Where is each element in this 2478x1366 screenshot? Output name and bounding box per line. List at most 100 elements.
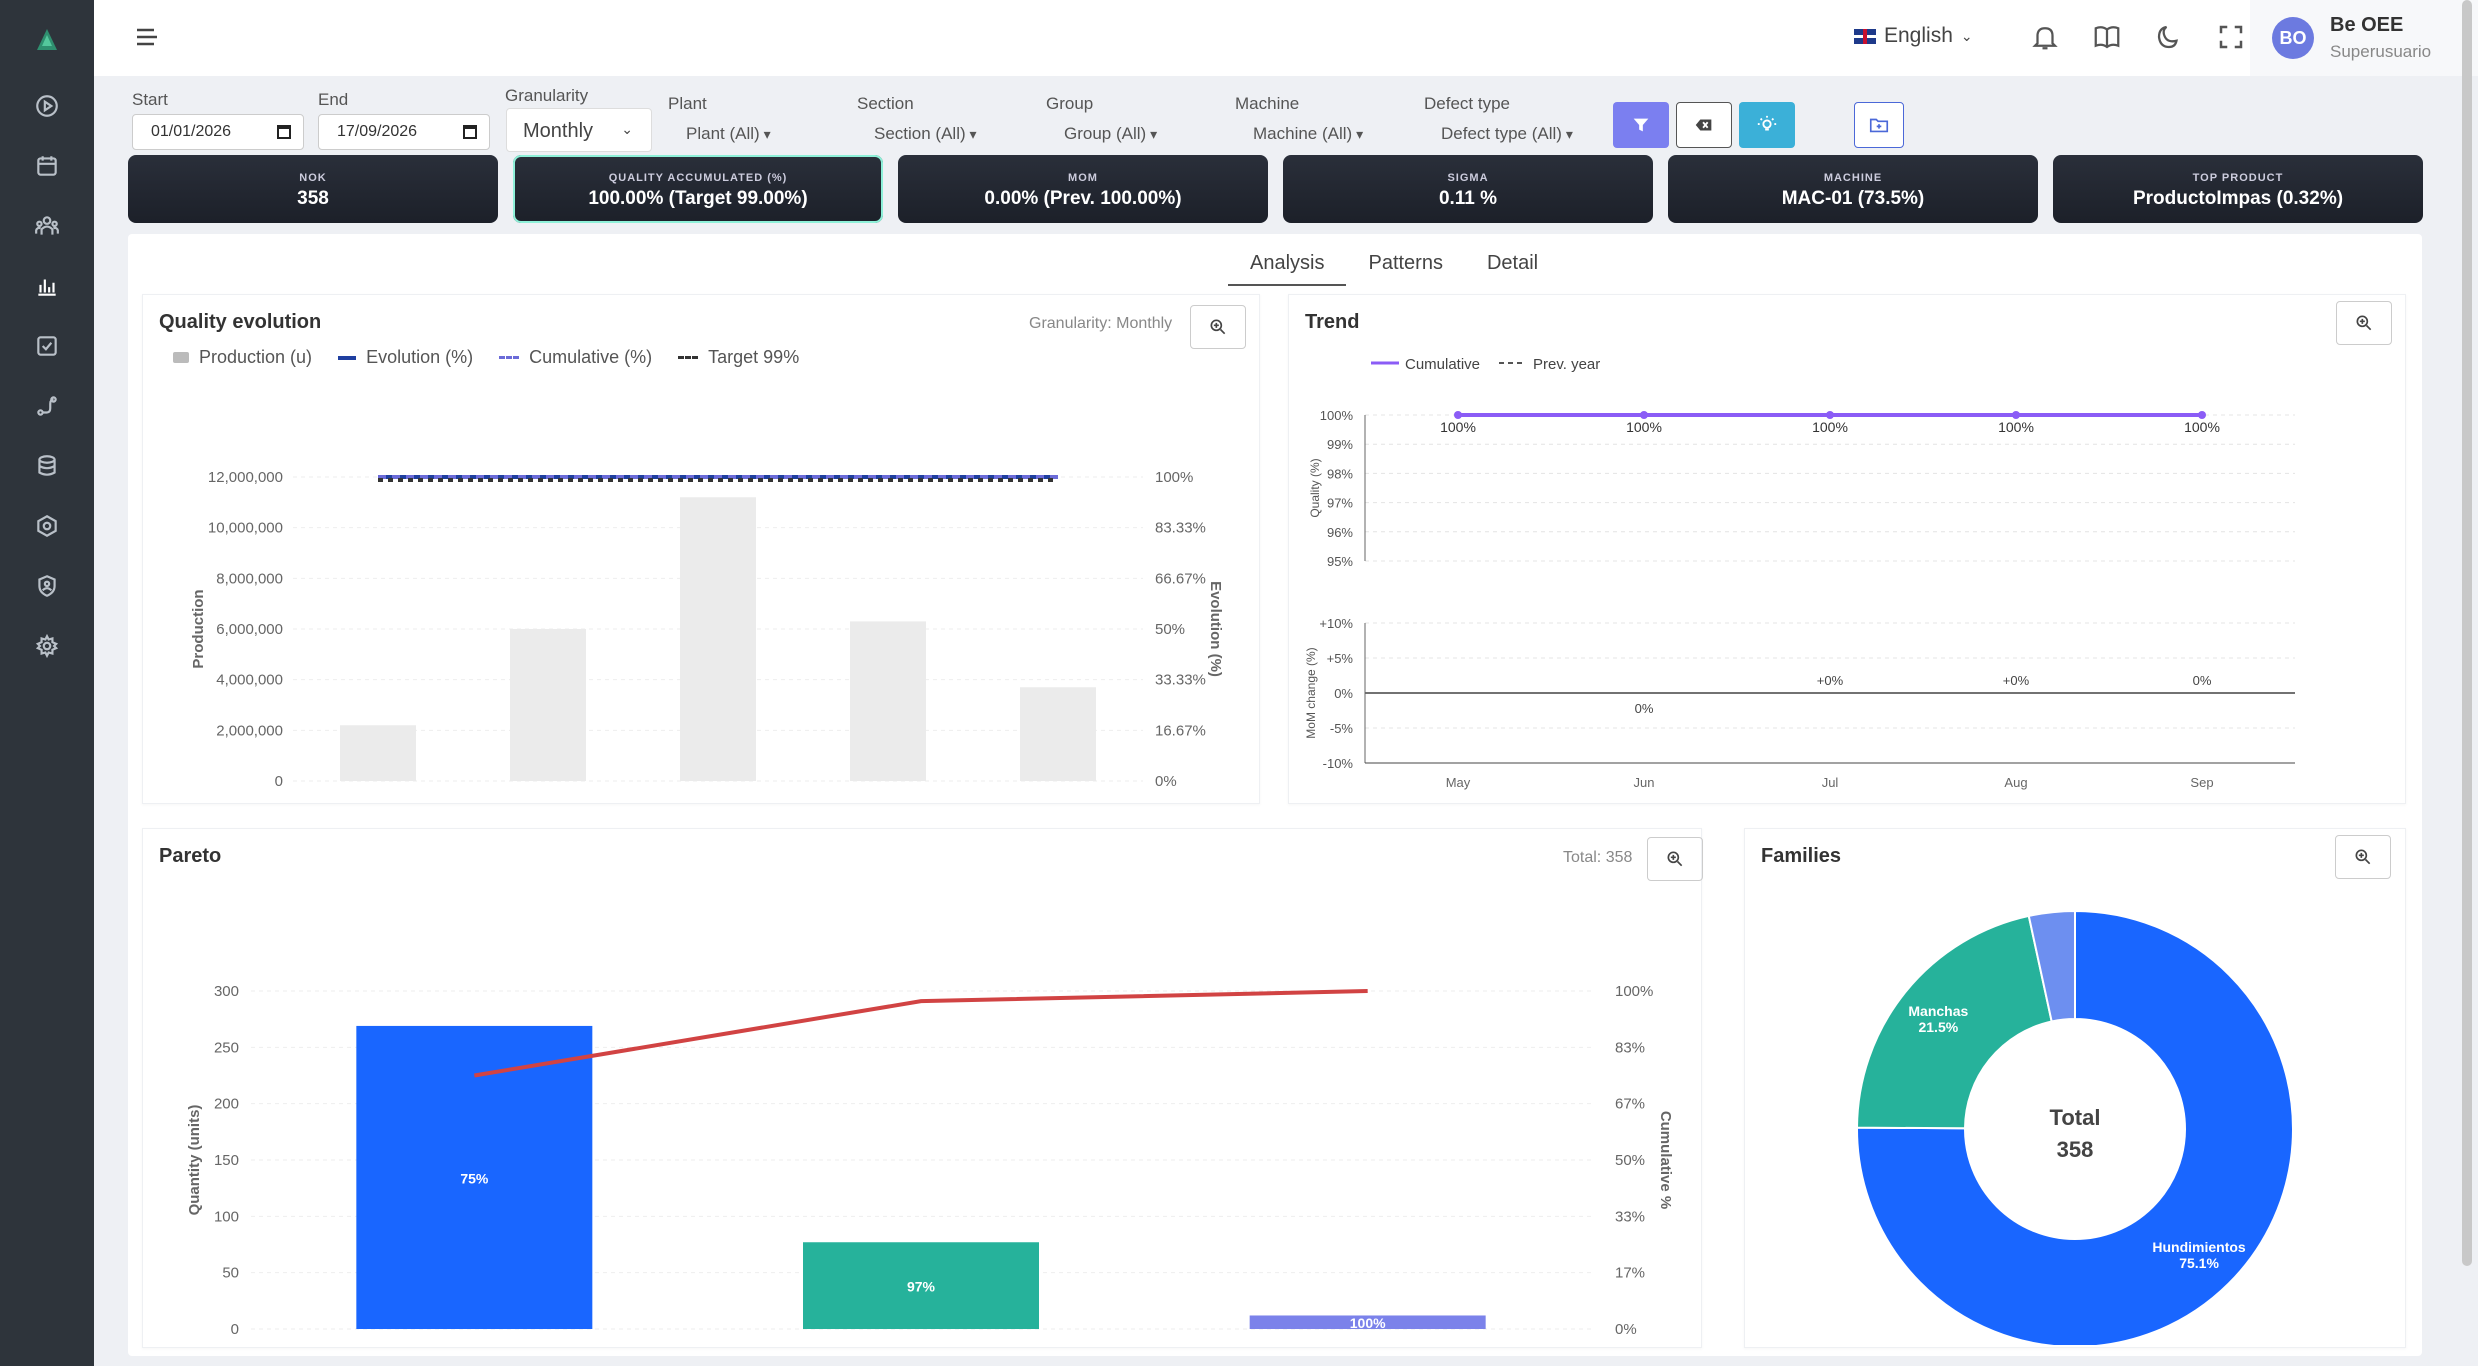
legend-cumulative[interactable]: Cumulative (%): [499, 347, 652, 368]
x-tick-label: Sep: [2190, 775, 2213, 790]
sidebar-item-settings[interactable]: [31, 630, 63, 662]
pareto-data-label: 100%: [1350, 1315, 1386, 1331]
sidebar-item-play[interactable]: [31, 90, 63, 122]
menu-icon[interactable]: [134, 24, 160, 50]
y2-tick-label: 66.67%: [1155, 570, 1206, 587]
kpi-nok: NOK 358: [128, 155, 498, 223]
section-dropdown[interactable]: Section (All): [874, 124, 977, 144]
tab-patterns[interactable]: Patterns: [1368, 252, 1443, 274]
sidebar-item-database[interactable]: [31, 450, 63, 482]
granularity-select[interactable]: Monthly ⌄: [506, 108, 652, 152]
legend-target[interactable]: Target 99%: [678, 347, 799, 368]
scrollbar[interactable]: [2462, 0, 2472, 1266]
zoom-in-icon: [1667, 851, 1683, 867]
y-tick-label: 300: [214, 983, 239, 1000]
zoom-button[interactable]: [2336, 301, 2392, 345]
y-tick-label: 200: [214, 1096, 239, 1113]
y-tick-label: -10%: [1323, 756, 1354, 771]
y-tick-label: 95%: [1327, 554, 1353, 569]
zoom-button[interactable]: [1647, 837, 1703, 881]
trend-data-label: 100%: [2184, 419, 2220, 435]
mom-data-label: +0%: [1817, 673, 1844, 688]
sidebar: [0, 0, 94, 1366]
legend-production[interactable]: Production (u): [173, 347, 312, 368]
y2-tick-label: 33.33%: [1155, 672, 1206, 689]
end-date-input[interactable]: 17/09/2026: [318, 114, 490, 150]
donut-slice: [1855, 909, 2294, 1345]
filter-bar: Start 01/01/2026 End 17/09/2026 Granular…: [128, 84, 2428, 154]
x-tick-label: Aug: [2004, 775, 2027, 790]
sidebar-item-tasks[interactable]: [31, 330, 63, 362]
donut-center-value: 358: [2057, 1137, 2094, 1162]
plant-dropdown[interactable]: Plant (All): [686, 124, 771, 144]
tab-analysis[interactable]: Analysis: [1228, 240, 1347, 286]
y-tick-label: +5%: [1327, 651, 1354, 666]
defect-type-dropdown[interactable]: Defect type (All): [1441, 124, 1573, 144]
sidebar-item-analytics[interactable]: [31, 270, 63, 302]
sidebar-item-team[interactable]: [31, 210, 63, 242]
pareto-card: Pareto Total: 358 0 50 100 150 200 250 300 0% 17…: [142, 828, 1703, 1348]
route-icon: [37, 396, 57, 416]
trend-data-label: 100%: [1998, 419, 2034, 435]
zoom-in-icon: [1210, 319, 1226, 335]
kpi-top-product: TOP PRODUCT ProductoImpas (0.32%): [2053, 155, 2423, 223]
apply-filter-button[interactable]: [1613, 102, 1669, 148]
zoom-button[interactable]: [1190, 305, 1246, 349]
fullscreen-icon[interactable]: [2216, 22, 2246, 52]
mom-data-label: +0%: [2003, 673, 2030, 688]
y-tick-label: 150: [214, 1152, 239, 1169]
shield-user-icon: [38, 575, 56, 597]
y2-tick-label: 50%: [1615, 1152, 1645, 1169]
checklist-icon: [37, 336, 57, 356]
sidebar-item-routes[interactable]: [31, 390, 63, 422]
production-bar: [510, 629, 586, 781]
trend-point: [2012, 411, 2020, 419]
y2-tick-label: 100%: [1155, 469, 1193, 486]
slice-name-label: Hundimientos: [2152, 1239, 2246, 1255]
moon-icon[interactable]: [2154, 22, 2184, 52]
zoom-button[interactable]: [2335, 835, 2391, 879]
logo-icon[interactable]: [33, 26, 61, 54]
trend-point: [1826, 411, 1834, 419]
tab-detail[interactable]: Detail: [1486, 252, 1539, 274]
insights-button[interactable]: [1739, 102, 1795, 148]
database-icon: [38, 455, 56, 476]
legend-evolution[interactable]: Evolution (%): [338, 347, 473, 368]
pareto-data-label: 97%: [907, 1279, 936, 1295]
pareto-bar: [803, 1242, 1039, 1329]
sidebar-item-security[interactable]: [31, 570, 63, 602]
production-bar: [1020, 687, 1096, 781]
top-header: English ⌄ BO Be OEE Superusuario: [94, 0, 2478, 76]
trend-card: Trend Cumulative Prev. year 95% 96% 97% 98% 99…: [1288, 294, 2406, 804]
user-role: Superusuario: [2330, 42, 2432, 61]
user-menu[interactable]: BO Be OEE Superusuario: [2250, 0, 2478, 76]
y2-tick-label: 67%: [1615, 1096, 1645, 1113]
y-tick-label: 10,000,000: [208, 520, 283, 537]
y-axis-label: Production: [190, 589, 207, 668]
sidebar-item-calendar[interactable]: [31, 150, 63, 182]
clear-filter-button[interactable]: [1676, 102, 1732, 148]
production-bar: [680, 497, 756, 781]
start-date-input[interactable]: 01/01/2026: [132, 114, 304, 150]
legend-cumulative: Cumulative: [1405, 356, 1480, 373]
export-button[interactable]: [1854, 102, 1904, 148]
y-tick-label: 0: [231, 1321, 239, 1338]
donut-center-label: Total: [2050, 1105, 2101, 1130]
bell-icon[interactable]: [2030, 22, 2060, 52]
y-tick-label: 100%: [1320, 408, 1354, 423]
y-tick-label: 8,000,000: [216, 570, 283, 587]
donut-slice: [2027, 909, 2076, 1023]
language-selector[interactable]: English ⌄: [1854, 24, 1973, 48]
x-tick-label: Jul: [1822, 775, 1839, 790]
slice-name-label: Manchas: [1908, 1003, 1968, 1019]
donut-slice: [1855, 914, 2053, 1130]
sidebar-item-maintenance[interactable]: [31, 510, 63, 542]
avatar: BO: [2272, 17, 2314, 59]
x-tick-label: May: [1446, 775, 1471, 790]
book-icon[interactable]: [2092, 22, 2122, 52]
machine-dropdown[interactable]: Machine (All): [1253, 124, 1363, 144]
start-label: Start: [132, 90, 168, 109]
trend-point: [1454, 411, 1462, 419]
group-dropdown[interactable]: Group (All): [1064, 124, 1157, 144]
